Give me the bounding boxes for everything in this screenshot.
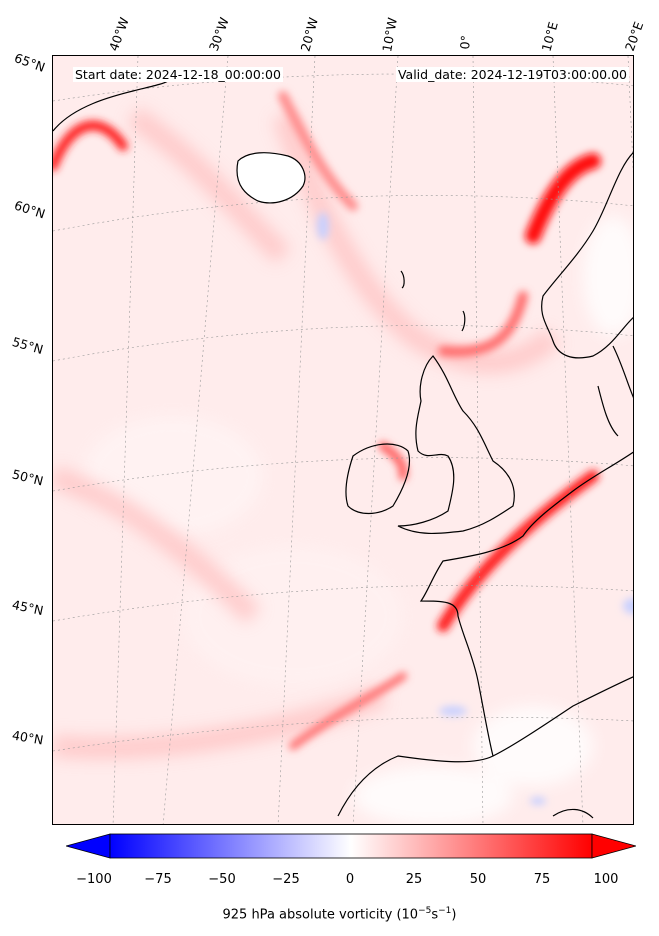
colorbar-tick: −50 [208, 872, 236, 887]
lon-label-0: 0° [457, 34, 474, 50]
norway-coast [541, 152, 633, 359]
great-britain-coast [397, 355, 515, 535]
coastlines [53, 80, 633, 819]
lon-label-20e: 20°E [621, 19, 647, 54]
greenland-coast [53, 80, 169, 132]
negative-vorticity [317, 212, 633, 805]
colorbar-tick: 0 [345, 872, 355, 887]
start-date-label: Start date: 2024-12-18_00:00:00 [73, 67, 283, 82]
lon-label-30w: 30°W [205, 15, 232, 53]
iceland-coast [236, 152, 306, 204]
colorbar-title-prefix: 925 hPa absolute vorticity (10 [222, 907, 419, 923]
colorbar-title: 925 hPa absolute vorticity (10−5s−1) [0, 906, 659, 922]
lat-label-45n: 45°N [10, 596, 45, 619]
front-greenland [53, 120, 128, 171]
lon-label-40w: 40°W [105, 15, 132, 53]
colorbar-tick: −25 [272, 872, 300, 887]
continental-coast [337, 451, 633, 817]
lat-label-40n: 40°N [10, 727, 45, 748]
valid-date-label: Valid_date: 2024-12-19T03:00:00.00 [395, 67, 629, 82]
lon-label-10e: 10°E [538, 20, 561, 54]
colorbar-tick: 25 [405, 872, 423, 887]
colorbar-title-suffix: ) [451, 907, 457, 923]
ireland-coast [345, 443, 411, 515]
vorticity-map [53, 56, 633, 824]
front-norway [525, 153, 601, 244]
colorbar-tick: −75 [144, 872, 172, 887]
map-panel: Start date: 2024-12-18_00:00:00 Valid_da… [52, 55, 634, 825]
colorbar-tick: 100 [593, 872, 619, 887]
lat-label-55n: 55°N [10, 333, 45, 358]
lon-label-20w: 20°W [297, 15, 321, 53]
lon-label-10w: 10°W [379, 16, 400, 53]
lat-label-50n: 50°N [10, 466, 45, 489]
colorbar-gradient [109, 833, 593, 859]
lat-label-65n: 65°N [12, 50, 48, 75]
colorbar [66, 833, 636, 859]
colorbar-title-exp1: −5 [418, 906, 432, 916]
colorbar-tick: 75 [533, 872, 551, 887]
colorbar-max-extend [591, 833, 636, 859]
colorbar-tick: −100 [76, 872, 112, 887]
colorbar-tick: 50 [469, 872, 487, 887]
colorbar-title-mid: s [431, 907, 439, 923]
lat-label-60n: 60°N [12, 197, 48, 222]
colorbar-min-extend [66, 833, 111, 859]
colorbar-title-exp2: −1 [438, 906, 452, 916]
